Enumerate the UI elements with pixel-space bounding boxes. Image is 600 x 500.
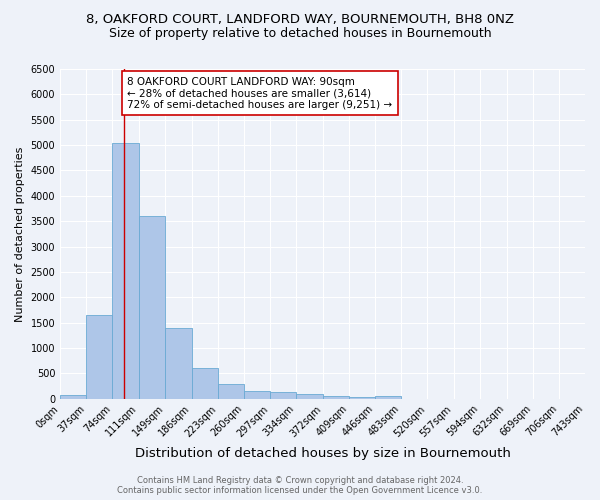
Bar: [218, 384, 244, 399]
Bar: [323, 396, 349, 399]
Bar: [191, 368, 218, 399]
Y-axis label: Number of detached properties: Number of detached properties: [15, 146, 25, 322]
Bar: [270, 392, 296, 399]
Bar: [86, 315, 112, 399]
Text: Size of property relative to detached houses in Bournemouth: Size of property relative to detached ho…: [109, 28, 491, 40]
X-axis label: Distribution of detached houses by size in Bournemouth: Distribution of detached houses by size …: [134, 447, 511, 460]
Bar: [139, 216, 166, 399]
Bar: [375, 396, 401, 399]
Bar: [166, 328, 191, 399]
Bar: [349, 397, 375, 399]
Text: 8 OAKFORD COURT LANDFORD WAY: 90sqm
← 28% of detached houses are smaller (3,614): 8 OAKFORD COURT LANDFORD WAY: 90sqm ← 28…: [127, 76, 392, 110]
Bar: [296, 394, 323, 399]
Bar: [60, 395, 86, 399]
Bar: [112, 142, 139, 399]
Bar: [244, 390, 270, 399]
Text: Contains HM Land Registry data © Crown copyright and database right 2024.
Contai: Contains HM Land Registry data © Crown c…: [118, 476, 482, 495]
Text: 8, OAKFORD COURT, LANDFORD WAY, BOURNEMOUTH, BH8 0NZ: 8, OAKFORD COURT, LANDFORD WAY, BOURNEMO…: [86, 12, 514, 26]
